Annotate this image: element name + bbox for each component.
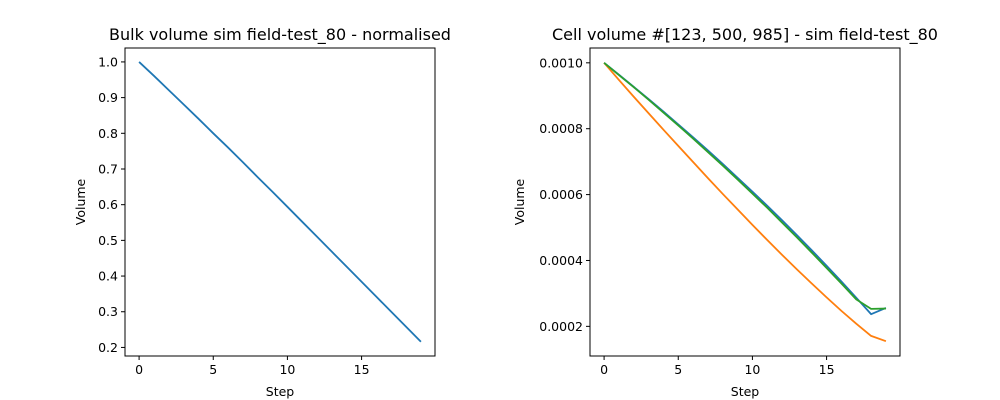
x-axis-label: Step (731, 384, 760, 399)
plot-marks: 0 5 10 15 0.2 0.3 0.4 0.5 0.6 0.7 0.8 0.9 1.0 (98, 54, 422, 377)
series-line-1 (138, 61, 422, 343)
x-tick-label: 15 (819, 362, 835, 377)
y-tick-label: 0.0010 (539, 55, 583, 70)
y-tick-label: 0.8 (98, 126, 118, 141)
y-tick-label: 0.0002 (539, 319, 583, 334)
y-tick-label: 0.7 (98, 161, 118, 176)
y-tick-label: 0.5 (98, 233, 118, 248)
y-tick-label: 0.0006 (539, 187, 583, 202)
y-tick-label: 0.9 (98, 90, 118, 105)
chart-bulk-volume: Bulk volume sim field-test_80 - normalis… (73, 25, 451, 399)
chart-cell-volume: Cell volume #[123, 500, 985] - sim field… (512, 25, 938, 399)
chart-title: Cell volume #[123, 500, 985] - sim field… (552, 25, 938, 45)
x-axis-label: Step (266, 384, 295, 399)
y-axis-label: Volume (512, 178, 527, 225)
x-tick-label: 10 (279, 362, 295, 377)
y-axis-label: Volume (73, 178, 88, 225)
x-tick-label: 5 (674, 362, 682, 377)
y-tick-label: 0.2 (98, 340, 118, 355)
series-line-3 (603, 62, 886, 310)
x-tick-label: 5 (209, 362, 217, 377)
plot-area-frame (124, 47, 436, 357)
x-tick-label: 0 (135, 362, 143, 377)
plot-area-frame (589, 47, 901, 357)
x-tick-label: 10 (744, 362, 760, 377)
plot-marks: 0 5 10 15 0.0002 0.0004 0.0006 0.0008 0.0010 (539, 55, 887, 377)
x-tick-label: 0 (600, 362, 608, 377)
y-tick-label: 1.0 (98, 54, 118, 69)
x-tick-label: 15 (354, 362, 370, 377)
y-tick-label: 0.4 (98, 269, 118, 284)
y-tick-label: 0.0004 (539, 253, 583, 268)
y-tick-label: 0.6 (98, 197, 118, 212)
series-line-2 (603, 62, 887, 343)
y-tick-label: 0.3 (98, 304, 118, 319)
y-tick-label: 0.0008 (539, 121, 583, 136)
chart-title: Bulk volume sim field-test_80 - normalis… (109, 25, 451, 45)
